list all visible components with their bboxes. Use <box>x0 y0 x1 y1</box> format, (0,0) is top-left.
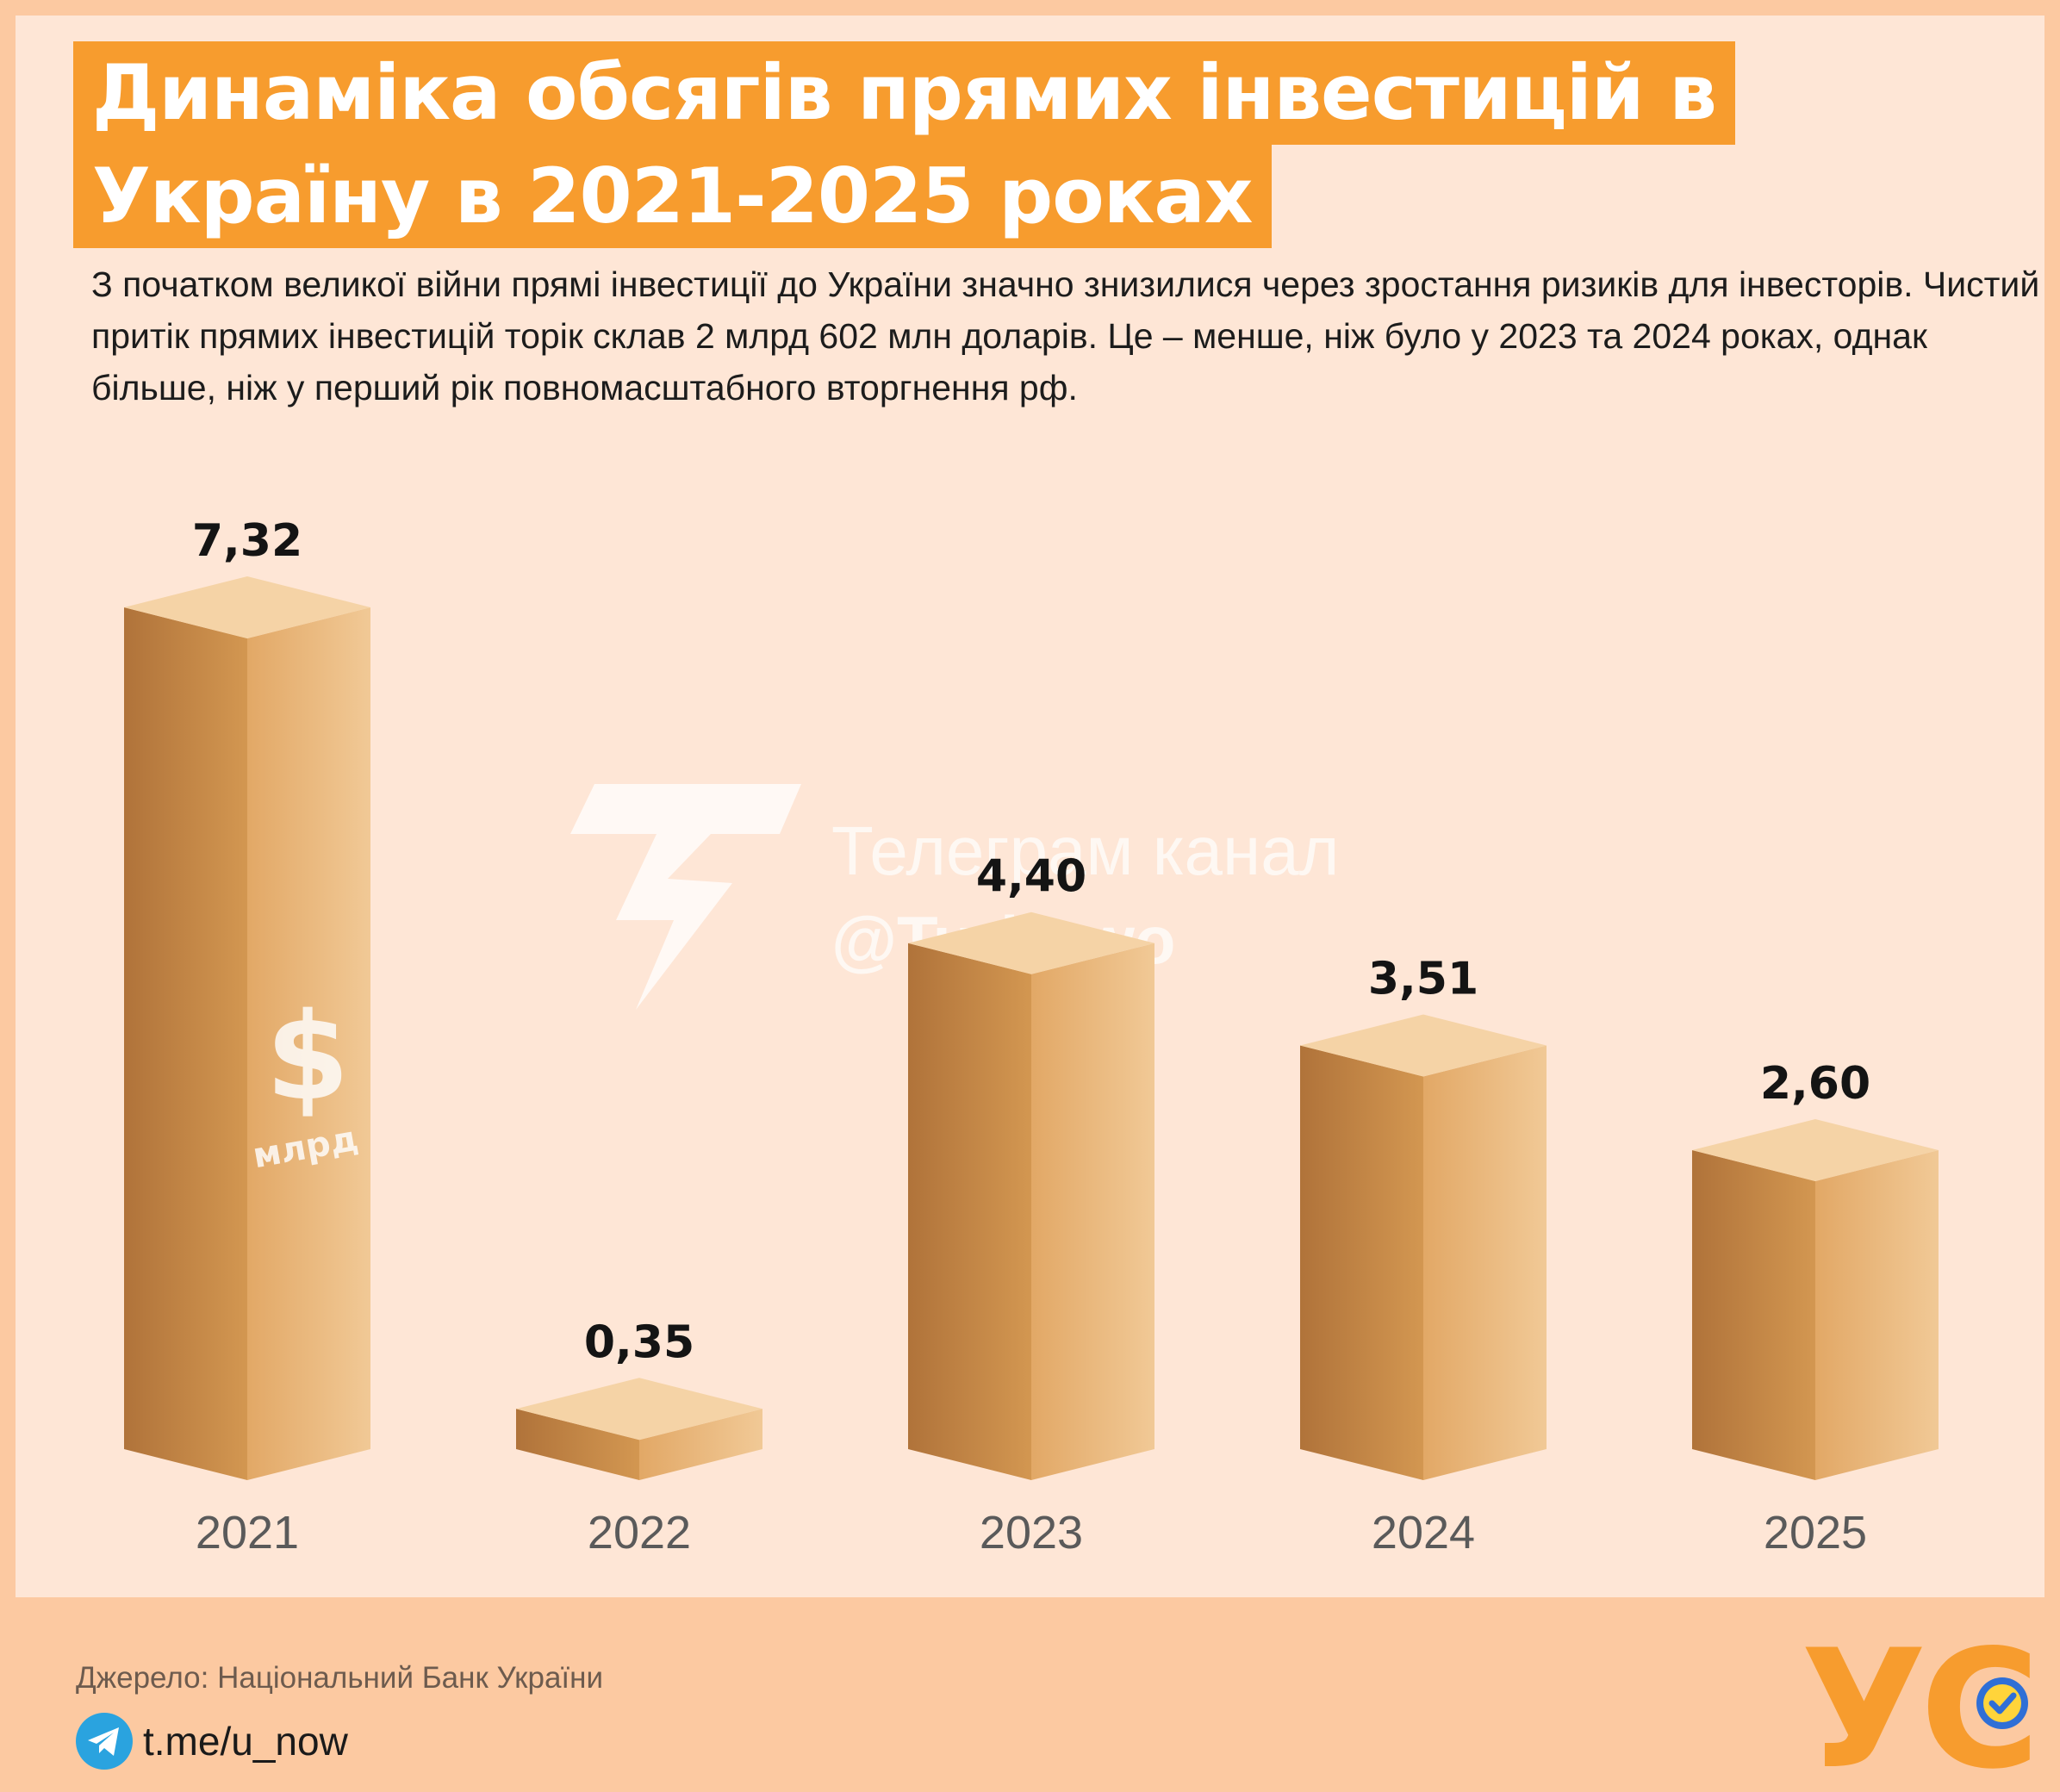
bar-right-face <box>1423 1045 1547 1480</box>
bar-2025 <box>1692 1118 1939 1480</box>
lightning-t-logo-icon <box>570 784 801 1010</box>
value-label-2025: 2,60 <box>1760 1058 1870 1110</box>
bar-top-face <box>908 912 1154 974</box>
value-labels-group: 7,32 0,35 4,40 3,51 2,60 <box>192 515 1870 1368</box>
bar-right-face <box>1031 943 1154 1480</box>
bar-right-face <box>247 607 370 1480</box>
bar-top-face <box>1300 1014 1547 1077</box>
chart-title-line-1: Динаміка обсягів прямих інвестицій в <box>73 41 1735 145</box>
bar-left-face <box>1300 1045 1423 1480</box>
bar-top-face <box>516 1378 762 1440</box>
chart-subtitle: З початком великої війни прямі інвестиці… <box>91 264 2040 408</box>
value-label-2022: 0,35 <box>584 1316 694 1368</box>
year-label-2024: 2024 <box>1372 1507 1475 1559</box>
telegram-link[interactable]: t.me/u_now <box>76 1713 348 1770</box>
source-note: Джерело: Національний Банк України <box>76 1661 604 1695</box>
bar-2024 <box>1300 1014 1547 1480</box>
bar-top-face <box>1692 1118 1939 1181</box>
bar-left-face <box>1692 1149 1815 1480</box>
verified-badge-icon <box>1976 1677 2028 1729</box>
year-labels-group: 2021 2022 2023 2024 2025 <box>196 1507 1867 1559</box>
bars-group <box>124 576 1939 1480</box>
value-label-2021: 7,32 <box>192 515 302 567</box>
bar-2022 <box>516 1378 762 1480</box>
year-label-2022: 2022 <box>588 1507 691 1559</box>
bar-2021 <box>124 576 370 1480</box>
telegram-link-text: t.me/u_now <box>143 1719 348 1764</box>
value-label-2024: 3,51 <box>1368 954 1478 1005</box>
year-label-2025: 2025 <box>1764 1507 1867 1559</box>
year-label-2021: 2021 <box>196 1507 299 1559</box>
bar-left-face <box>516 1409 639 1480</box>
watermark-text-line-1: Телеграм канал <box>831 812 1339 889</box>
year-label-2023: 2023 <box>980 1507 1083 1559</box>
bar-left-face <box>124 607 247 1480</box>
telegram-icon <box>76 1713 133 1770</box>
chart-title-line-2: Україну в 2021-2025 роках <box>73 145 1272 248</box>
value-label-2023: 4,40 <box>976 851 1086 903</box>
unit-mark: $ млрд <box>250 987 361 1176</box>
bar-left-face <box>908 943 1031 1480</box>
bar-top-face <box>124 576 370 638</box>
bar-right-face <box>1815 1149 1939 1480</box>
brand-logo: УС <box>1801 1624 2040 1779</box>
bar-right-face <box>639 1409 762 1480</box>
bar-2023 <box>908 912 1154 1480</box>
dollar-sign: $ <box>265 987 349 1128</box>
